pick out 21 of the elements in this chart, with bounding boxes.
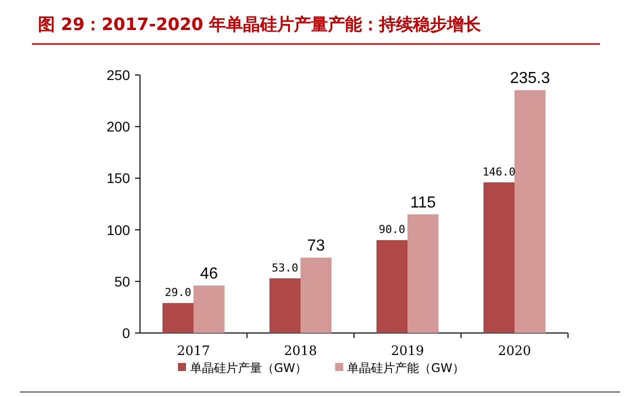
y-tick-label: 250: [106, 67, 130, 83]
y-tick-label: 100: [106, 222, 130, 238]
data-label: 146.0: [482, 165, 516, 178]
y-tick-label: 200: [106, 118, 130, 135]
legend-label: 单晶硅片产量（GW）: [190, 361, 308, 375]
data-label: 115: [410, 194, 436, 212]
x-tick-label: 2017: [176, 344, 210, 359]
data-label: 29.0: [164, 286, 192, 300]
x-tick-label: 2018: [284, 344, 318, 359]
data-label: 90.0: [378, 223, 406, 236]
legend-label: 单晶硅片产能（GW）: [347, 361, 464, 375]
data-label: 235.3: [510, 70, 550, 88]
data-label: 46: [200, 266, 218, 283]
y-tick-label: 150: [106, 170, 130, 186]
y-tick-label: 0: [122, 325, 130, 341]
y-tick-label: 50: [114, 273, 130, 290]
x-tick-label: 2020: [498, 344, 532, 359]
data-label: 53.0: [272, 261, 298, 274]
data-label: 73: [307, 238, 325, 255]
chart-title: 图 29：2017-2020 年单晶硅片产量产能：持续稳步增长: [38, 15, 482, 35]
x-tick-label: 2019: [390, 344, 424, 359]
